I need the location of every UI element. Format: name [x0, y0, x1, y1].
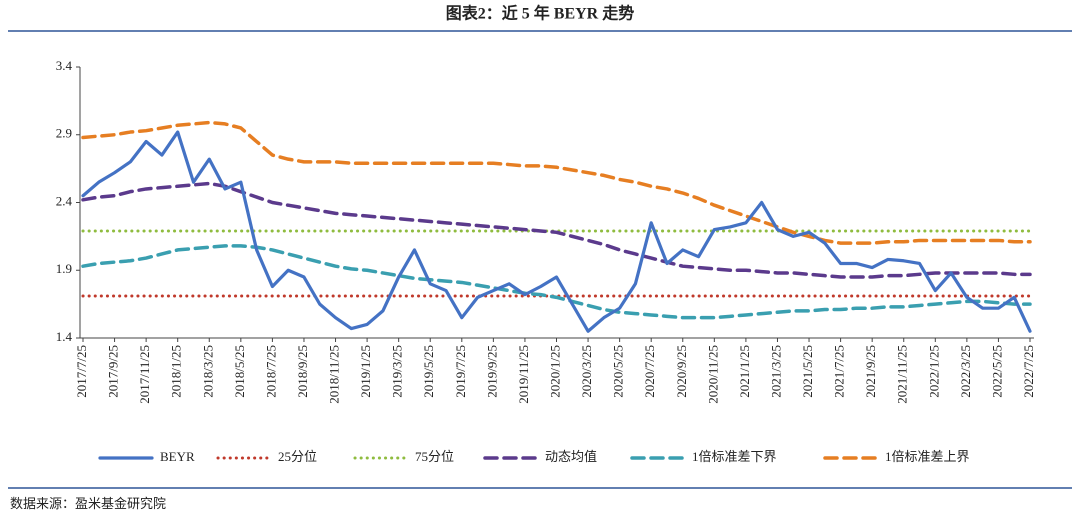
x-tick-label: 2017/9/25 [106, 345, 121, 398]
x-tick-label: 2022/7/25 [1021, 345, 1036, 398]
legend-label: 75分位 [415, 449, 454, 464]
x-tick-label: 2019/3/25 [390, 345, 405, 398]
y-tick-label: 1.9 [56, 261, 72, 276]
x-tick-label: 2022/1/25 [926, 345, 941, 398]
x-tick-label: 2017/7/25 [74, 345, 89, 398]
x-tick-label: 2018/9/25 [295, 345, 310, 398]
x-tick-label: 2020/9/25 [674, 345, 689, 398]
x-tick-label: 2018/11/25 [327, 345, 342, 404]
legend-label: 1倍标准差下界 [692, 449, 777, 464]
x-tick-label: 2018/3/25 [200, 345, 215, 398]
x-tick-label: 2020/7/25 [642, 345, 657, 398]
y-tick-label: 1.4 [56, 329, 73, 344]
y-tick-label: 3.4 [56, 58, 73, 73]
legend-label: BEYR [160, 449, 195, 464]
x-tick-label: 2018/7/25 [263, 345, 278, 398]
series-line [81, 244, 1032, 320]
series-line [81, 181, 1032, 279]
x-tick-label: 2021/1/25 [737, 345, 752, 398]
x-tick-label: 2020/3/25 [579, 345, 594, 398]
x-tick-label: 2019/11/25 [516, 345, 531, 404]
x-tick-label: 2021/7/25 [832, 345, 847, 398]
legend-label: 动态均值 [545, 449, 597, 464]
x-tick-label: 2017/11/25 [137, 345, 152, 404]
series-line [81, 130, 1032, 333]
x-tick-label: 2021/5/25 [800, 345, 815, 398]
x-tick-label: 2022/5/25 [989, 345, 1004, 398]
y-tick-label: 2.9 [56, 126, 72, 141]
legend-label: 25分位 [278, 449, 317, 464]
x-tick-label: 2019/7/25 [453, 345, 468, 398]
x-tick-label: 2018/5/25 [232, 345, 247, 398]
x-tick-label: 2020/1/25 [547, 345, 562, 398]
x-tick-label: 2021/3/25 [768, 345, 783, 398]
x-tick-label: 2019/1/25 [358, 345, 373, 398]
source-note: 数据来源：盈米基金研究院 [10, 496, 166, 511]
x-tick-label: 2022/3/25 [958, 345, 973, 398]
chart-title: 图表2：近 5 年 BEYR 走势 [446, 4, 634, 23]
series-line [81, 120, 1032, 245]
legend-label: 1倍标准差上界 [885, 449, 970, 464]
x-tick-label: 2019/5/25 [421, 345, 436, 398]
x-tick-label: 2020/5/25 [611, 345, 626, 398]
y-tick-label: 2.4 [56, 193, 73, 208]
x-tick-label: 2019/9/25 [484, 345, 499, 398]
x-tick-label: 2020/11/25 [705, 345, 720, 404]
x-tick-label: 2018/1/25 [169, 345, 184, 398]
x-tick-label: 2021/9/25 [863, 345, 878, 398]
x-tick-label: 2021/11/25 [895, 345, 910, 404]
